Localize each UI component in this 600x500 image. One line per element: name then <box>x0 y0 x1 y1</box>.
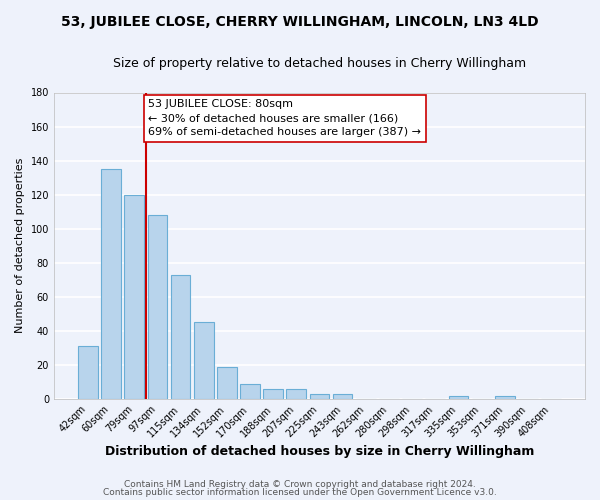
Bar <box>124 194 144 399</box>
Text: 53 JUBILEE CLOSE: 80sqm
← 30% of detached houses are smaller (166)
69% of semi-d: 53 JUBILEE CLOSE: 80sqm ← 30% of detache… <box>148 100 421 138</box>
Bar <box>310 394 329 399</box>
Bar <box>240 384 260 399</box>
Bar <box>286 389 306 399</box>
Bar <box>217 366 236 399</box>
X-axis label: Distribution of detached houses by size in Cherry Willingham: Distribution of detached houses by size … <box>105 444 534 458</box>
Bar <box>78 346 98 399</box>
Bar <box>101 169 121 399</box>
Bar <box>148 215 167 399</box>
Bar <box>333 394 352 399</box>
Title: Size of property relative to detached houses in Cherry Willingham: Size of property relative to detached ho… <box>113 58 526 70</box>
Text: Contains public sector information licensed under the Open Government Licence v3: Contains public sector information licen… <box>103 488 497 497</box>
Text: 53, JUBILEE CLOSE, CHERRY WILLINGHAM, LINCOLN, LN3 4LD: 53, JUBILEE CLOSE, CHERRY WILLINGHAM, LI… <box>61 15 539 29</box>
Bar <box>449 396 468 399</box>
Y-axis label: Number of detached properties: Number of detached properties <box>15 158 25 334</box>
Bar <box>170 274 190 399</box>
Text: Contains HM Land Registry data © Crown copyright and database right 2024.: Contains HM Land Registry data © Crown c… <box>124 480 476 489</box>
Bar <box>263 389 283 399</box>
Bar <box>495 396 515 399</box>
Bar <box>194 322 214 399</box>
